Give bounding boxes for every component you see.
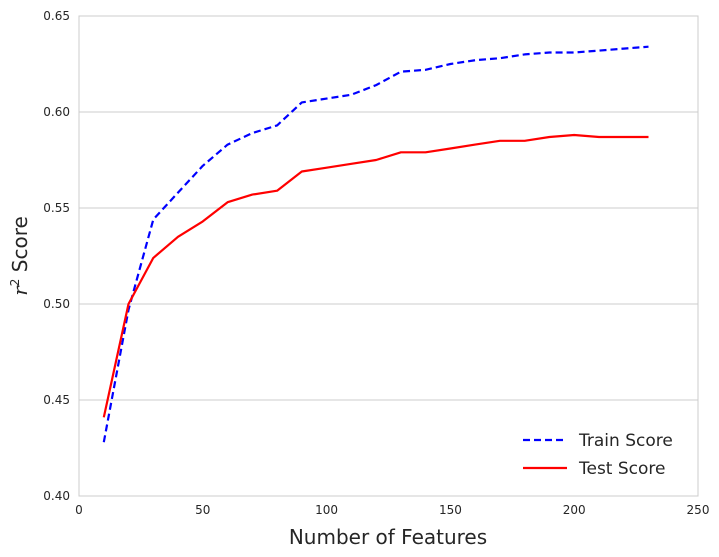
y-axis-label-variable: r bbox=[8, 285, 32, 296]
series-line-train-score bbox=[102, 45, 649, 443]
y-tick-label: 0.45 bbox=[43, 393, 70, 407]
y-tick-label: 0.40 bbox=[43, 489, 70, 503]
y-axis-label-suffix: Score bbox=[8, 216, 32, 278]
x-tick-label: 50 bbox=[195, 503, 210, 517]
y-tick-label: 0.55 bbox=[43, 201, 70, 215]
x-tick-label: 100 bbox=[315, 503, 338, 517]
y-tick-label: 0.50 bbox=[43, 297, 70, 311]
y-tick-label: 0.60 bbox=[43, 105, 70, 119]
y-tick-label: 0.65 bbox=[43, 9, 70, 23]
plot-frame bbox=[78, 15, 699, 497]
x-tick-label: 150 bbox=[439, 503, 462, 517]
x-axis-label: Number of Features bbox=[289, 525, 487, 549]
x-tick-label: 250 bbox=[687, 503, 710, 517]
x-tick-label: 0 bbox=[75, 503, 83, 517]
series-line-test-score bbox=[102, 133, 649, 418]
series-lines bbox=[102, 45, 649, 443]
legend-label-train: Train Score bbox=[578, 431, 673, 451]
legend-label-test: Test Score bbox=[578, 459, 666, 479]
x-tick-label: 200 bbox=[563, 503, 586, 517]
y-axis-label: r2 Score bbox=[8, 216, 32, 296]
legend: Train Score Test Score bbox=[523, 431, 673, 479]
tick-labels: 0.40 0.45 0.50 0.55 0.60 0.65 0 50 100 150 200 250 bbox=[43, 9, 709, 517]
y-axis-label-superscript: 2 bbox=[8, 279, 22, 287]
plot-area bbox=[79, 16, 698, 496]
